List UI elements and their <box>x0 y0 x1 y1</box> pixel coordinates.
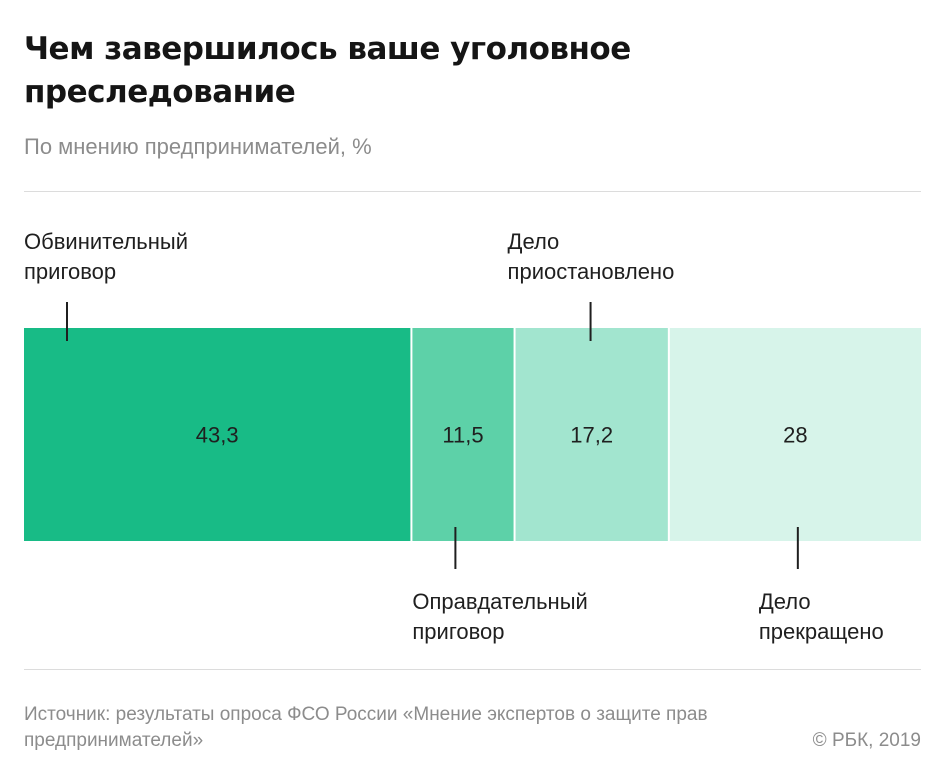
bar-segment-4 <box>669 328 921 541</box>
source-note: Источник: результаты опроса ФСО России «… <box>24 704 708 751</box>
bar-segment-2 <box>412 328 514 541</box>
bottom-divider <box>24 669 921 670</box>
category-label-3-line-2: приостановлено <box>508 259 675 284</box>
copyright: © РБК, 2019 <box>812 730 921 751</box>
category-label-4-line-1: Дело <box>759 589 811 614</box>
chart-title: Чем завершилось ваше уголовное преследов… <box>24 31 631 110</box>
bar-segment-3 <box>515 328 668 541</box>
value-label-2: 11,5 <box>442 423 483 448</box>
top-divider <box>24 191 921 192</box>
category-label-4-line-2: прекращено <box>759 619 884 644</box>
bar-segment-1 <box>24 328 411 541</box>
category-label-3-line-1: Дело <box>508 229 560 254</box>
category-label-1-line-2: приговор <box>24 259 116 284</box>
value-label-3: 17,2 <box>570 423 613 448</box>
category-label-1-line-1: Обвинительный <box>24 229 188 254</box>
value-label-4: 28 <box>783 423 807 448</box>
value-label-1: 43,3 <box>196 423 239 448</box>
chart-subtitle: По мнению предпринимателей, % <box>24 134 372 159</box>
category-label-2-line-2: приговор <box>412 619 504 644</box>
category-label-2-line-1: Оправдательный <box>412 589 587 614</box>
